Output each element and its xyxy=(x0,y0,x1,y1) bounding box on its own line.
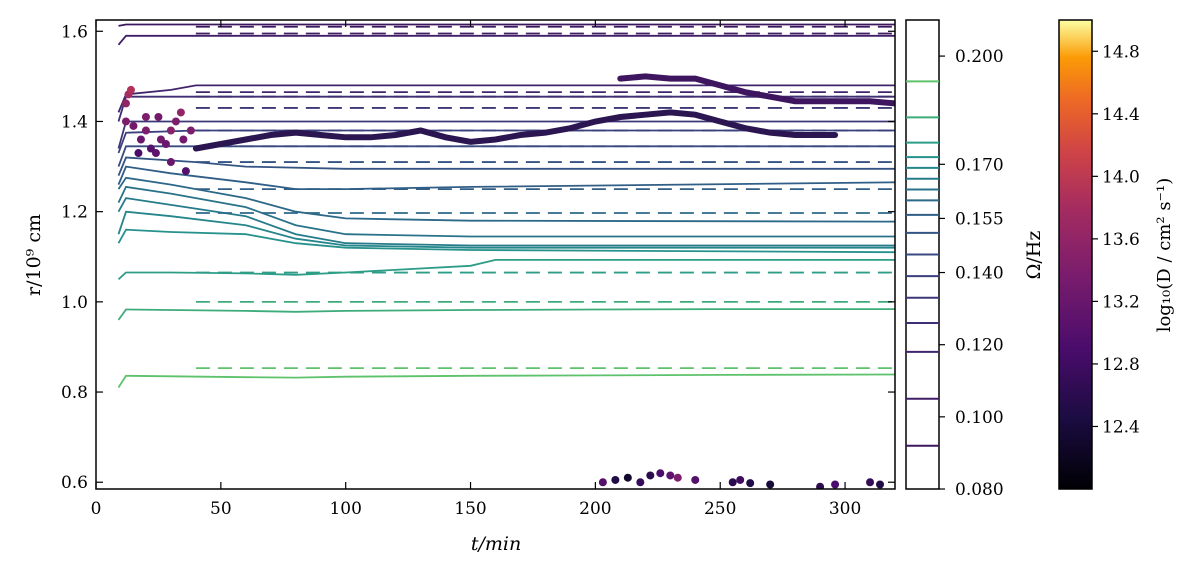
scatter-point-18 xyxy=(141,112,150,121)
scatter-point-35 xyxy=(831,480,840,489)
scatter-point-14 xyxy=(166,158,175,167)
omega-tick-label-6: 0.080 xyxy=(955,480,1004,500)
scatter-point-3 xyxy=(121,117,130,126)
omega-tick-label-0: 0.200 xyxy=(955,47,1004,67)
scatter-point-12 xyxy=(171,117,180,126)
series-line-2 xyxy=(117,258,895,280)
scatter-point-27 xyxy=(666,471,675,480)
y-tick-label-4: 1.4 xyxy=(61,112,88,132)
scatter-point-20 xyxy=(181,167,190,176)
scatter-point-37 xyxy=(876,480,885,489)
omega-tick-label-1: 0.170 xyxy=(955,155,1004,175)
x-tick-label-6: 300 xyxy=(829,499,861,519)
scatter-point-19 xyxy=(134,149,143,158)
x-axis-label: t/min xyxy=(471,533,521,555)
series-line-6 xyxy=(117,185,895,238)
scatter-point-30 xyxy=(728,478,737,487)
diffusion-tick-label-4: 13.2 xyxy=(1102,292,1140,312)
diffusion-tick-label-1: 14.4 xyxy=(1102,105,1140,125)
thick-track-1 xyxy=(617,73,895,107)
series-line-1 xyxy=(117,308,895,321)
x-tick-label-0: 0 xyxy=(91,499,102,519)
x-tick-label-2: 100 xyxy=(329,499,361,519)
scatter-point-32 xyxy=(746,479,755,488)
series-line-5 xyxy=(117,197,895,247)
y-axis: 0.6 0.8 1.0 1.2 1.4 1.6 xyxy=(61,22,895,493)
scatter-point-4 xyxy=(129,121,138,130)
omega-tick-label-2: 0.155 xyxy=(955,209,1004,229)
omega-colorbar: 0.200 0.170 0.155 0.140 0.120 0.100 0.080 xyxy=(905,19,1004,500)
scatter-point-25 xyxy=(646,471,655,480)
diffusion-tick-label-3: 13.6 xyxy=(1102,230,1140,250)
scatter-point-8 xyxy=(151,149,160,158)
y-tick-label-0: 0.6 xyxy=(61,473,88,493)
omega-tick-label-3: 0.140 xyxy=(955,264,1004,284)
x-axis: 0 50 100 150 200 250 300 xyxy=(91,20,861,519)
series-line-16 xyxy=(118,23,895,27)
diffusion-tick-label-6: 12.4 xyxy=(1102,417,1140,437)
scatter-point-31 xyxy=(736,475,745,484)
scatter-point-10 xyxy=(161,140,170,149)
scatter-point-33 xyxy=(766,480,775,489)
scatter-point-17 xyxy=(154,112,163,121)
omega-tick-label-4: 0.120 xyxy=(955,336,1004,356)
scatter-point-0 xyxy=(121,99,130,108)
x-tick-label-5: 250 xyxy=(704,499,736,519)
series-line-15 xyxy=(117,34,895,46)
series-line-0 xyxy=(117,373,895,388)
scatter-point-15 xyxy=(179,135,188,144)
scatter-point-16 xyxy=(186,126,195,135)
diffusion-colorbar-label: log₁₀(D / cm² s⁻¹) xyxy=(1154,178,1175,333)
scatter-point-5 xyxy=(136,135,145,144)
series-line-4 xyxy=(117,210,895,249)
plot-frame xyxy=(95,19,896,490)
series-line-3 xyxy=(117,228,895,254)
series-line-8 xyxy=(117,165,895,191)
series-line-9 xyxy=(117,156,895,176)
scatter-point-6 xyxy=(141,126,150,135)
diffusion-tick-label-0: 14.8 xyxy=(1102,42,1140,62)
scatter-point-21 xyxy=(598,478,607,487)
omega-colorbar-label: Ω/Hz xyxy=(1023,231,1045,280)
scatter-point-24 xyxy=(636,478,645,487)
plot-area xyxy=(117,23,895,489)
scatter-point-13 xyxy=(176,108,185,117)
diffusion-colorbar: 14.8 14.4 14.0 13.6 13.2 12.8 12.4 xyxy=(1058,19,1140,490)
scatter-point-28 xyxy=(673,473,682,482)
series-line-10 xyxy=(117,145,895,167)
y-tick-label-2: 1.0 xyxy=(61,293,88,313)
x-tick-label-1: 50 xyxy=(210,499,232,519)
diffusion-colorbar-gradient xyxy=(1058,19,1093,490)
y-tick-label-3: 1.2 xyxy=(61,203,88,223)
y-axis-label: r/10⁹ cm xyxy=(23,214,45,296)
scatter-point-2 xyxy=(126,85,135,94)
scatter-point-29 xyxy=(691,475,700,484)
thick-track-0 xyxy=(192,109,839,152)
scatter-point-11 xyxy=(166,126,175,135)
scatter-point-26 xyxy=(656,469,665,478)
diffusion-tick-label-2: 14.0 xyxy=(1102,167,1140,187)
series-line-7 xyxy=(117,176,895,223)
y-tick-label-1: 0.8 xyxy=(61,383,88,403)
series-line-14 xyxy=(117,84,895,113)
scatter-point-36 xyxy=(866,478,875,487)
x-tick-label-4: 200 xyxy=(579,499,611,519)
omega-tick-label-5: 0.100 xyxy=(955,408,1004,428)
scatter-point-34 xyxy=(816,482,825,489)
diffusion-tick-label-5: 12.8 xyxy=(1102,355,1140,375)
x-tick-label-3: 150 xyxy=(454,499,486,519)
y-tick-label-5: 1.6 xyxy=(61,22,88,42)
scatter-point-22 xyxy=(611,475,620,484)
scatter-point-23 xyxy=(623,473,632,482)
